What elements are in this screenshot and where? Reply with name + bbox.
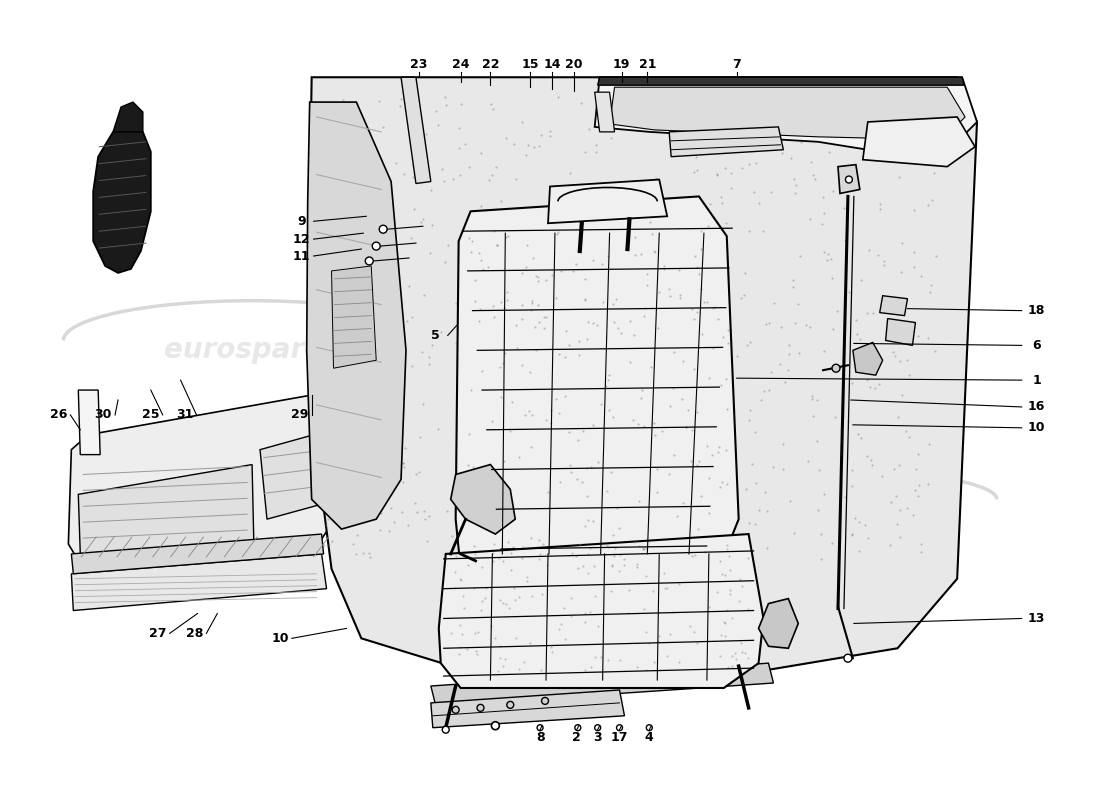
Polygon shape xyxy=(609,87,965,140)
Polygon shape xyxy=(72,554,327,610)
Text: 3: 3 xyxy=(593,731,602,744)
Polygon shape xyxy=(759,598,799,648)
Circle shape xyxy=(379,226,387,233)
Polygon shape xyxy=(307,102,406,529)
Text: 30: 30 xyxy=(95,408,112,422)
Polygon shape xyxy=(94,127,151,273)
Circle shape xyxy=(365,257,373,265)
Polygon shape xyxy=(595,92,615,132)
Polygon shape xyxy=(852,342,882,375)
Text: 15: 15 xyxy=(521,58,539,71)
Text: 11: 11 xyxy=(293,250,310,262)
Text: 14: 14 xyxy=(543,58,561,71)
Text: 23: 23 xyxy=(410,58,428,71)
Text: 12: 12 xyxy=(293,233,310,246)
Polygon shape xyxy=(548,179,668,223)
Text: 8: 8 xyxy=(536,731,544,744)
Circle shape xyxy=(492,722,499,730)
Text: 1: 1 xyxy=(1032,374,1041,386)
Text: 24: 24 xyxy=(452,58,470,71)
Circle shape xyxy=(477,704,484,711)
Text: 28: 28 xyxy=(186,627,204,640)
Circle shape xyxy=(442,726,449,733)
Circle shape xyxy=(616,725,623,730)
Text: 2: 2 xyxy=(572,731,581,744)
Text: 19: 19 xyxy=(613,58,630,71)
Text: 17: 17 xyxy=(610,731,628,744)
Text: 31: 31 xyxy=(176,408,194,422)
Polygon shape xyxy=(113,102,143,132)
Circle shape xyxy=(575,725,581,730)
Text: eurospares: eurospares xyxy=(661,515,836,543)
Circle shape xyxy=(647,725,652,730)
Circle shape xyxy=(844,654,851,662)
Text: 22: 22 xyxy=(482,58,499,71)
Text: 13: 13 xyxy=(1027,612,1045,625)
Circle shape xyxy=(846,176,852,183)
Text: 6: 6 xyxy=(1032,339,1041,352)
Polygon shape xyxy=(886,318,915,346)
Polygon shape xyxy=(595,78,977,157)
Polygon shape xyxy=(310,78,977,678)
Polygon shape xyxy=(838,165,860,194)
Circle shape xyxy=(452,706,459,714)
Text: 18: 18 xyxy=(1027,304,1045,317)
Circle shape xyxy=(537,725,543,730)
Polygon shape xyxy=(260,430,340,519)
Polygon shape xyxy=(78,465,254,554)
Polygon shape xyxy=(862,117,975,166)
Polygon shape xyxy=(451,465,515,534)
Text: 16: 16 xyxy=(1027,401,1045,414)
Text: 20: 20 xyxy=(565,58,583,71)
Text: 10: 10 xyxy=(1027,422,1045,434)
Circle shape xyxy=(541,698,549,704)
Polygon shape xyxy=(78,390,100,454)
Polygon shape xyxy=(455,197,739,589)
Text: 10: 10 xyxy=(271,632,288,645)
Text: 29: 29 xyxy=(292,408,308,422)
Circle shape xyxy=(372,242,381,250)
Polygon shape xyxy=(68,395,341,569)
Circle shape xyxy=(832,364,840,372)
Polygon shape xyxy=(597,78,964,86)
Text: 25: 25 xyxy=(142,408,160,422)
Polygon shape xyxy=(439,534,763,688)
Text: 21: 21 xyxy=(639,58,656,71)
Circle shape xyxy=(507,702,514,708)
Polygon shape xyxy=(402,78,431,183)
Polygon shape xyxy=(72,534,323,574)
Text: 4: 4 xyxy=(645,731,653,744)
Text: 5: 5 xyxy=(431,329,440,342)
Circle shape xyxy=(595,725,601,730)
Polygon shape xyxy=(669,127,783,157)
Text: 9: 9 xyxy=(297,214,306,228)
Polygon shape xyxy=(880,296,907,315)
Text: 27: 27 xyxy=(148,627,166,640)
Polygon shape xyxy=(431,690,625,728)
Polygon shape xyxy=(331,266,376,368)
Text: 7: 7 xyxy=(733,58,741,71)
Polygon shape xyxy=(431,663,773,706)
Text: eurospares: eurospares xyxy=(164,336,340,364)
Text: 26: 26 xyxy=(50,408,67,422)
